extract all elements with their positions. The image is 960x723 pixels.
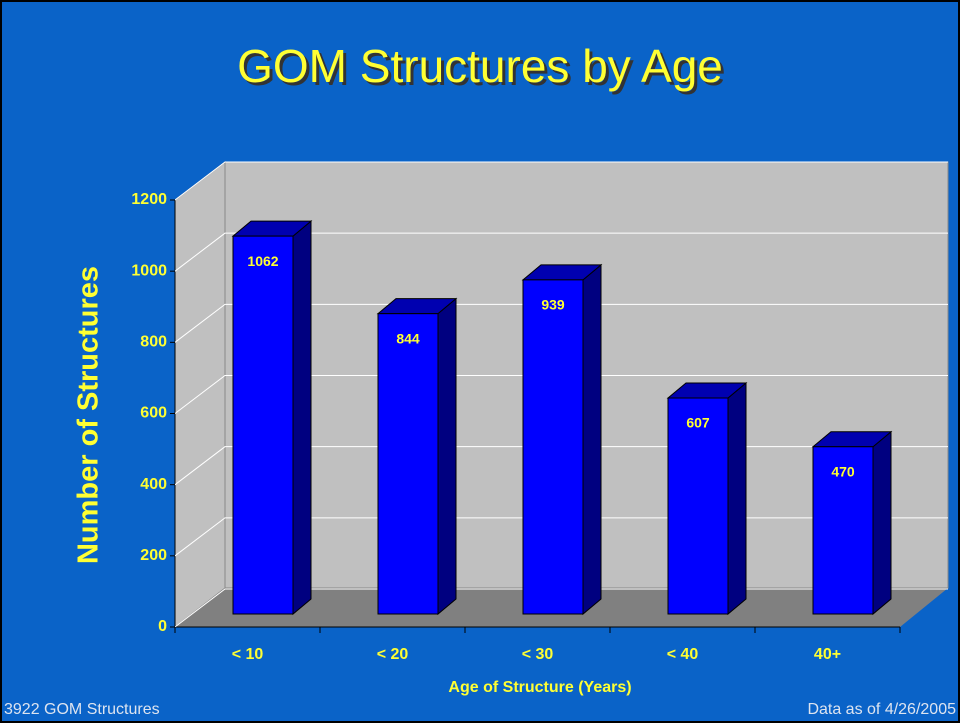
value-label: 1062 [247, 253, 278, 269]
y-tick-label: 200 [140, 547, 167, 564]
value-label: 607 [686, 415, 710, 431]
y-tick-label: 0 [158, 618, 167, 635]
x-tick-label: < 40 [667, 646, 699, 663]
chart-title: GOM Structures by Age [237, 40, 723, 92]
bar-side [292, 220, 312, 616]
bar [812, 446, 874, 615]
bar-side [872, 430, 892, 616]
footer-left: 3922 GOM Structures [4, 701, 160, 718]
x-tick-label: < 30 [522, 646, 554, 663]
bar-side [582, 263, 602, 616]
y-axis-label: Number of Structures [73, 266, 105, 564]
value-label: 939 [541, 297, 565, 313]
y-tick-label: 800 [140, 334, 167, 351]
value-label: 470 [831, 463, 855, 479]
bar [667, 397, 729, 615]
grid-line [174, 161, 948, 201]
grid-line [174, 303, 948, 343]
x-tick-label: < 10 [232, 646, 264, 663]
bar-side [727, 381, 747, 616]
x-tick-label: 40+ [814, 646, 841, 663]
title-shadow: GOM Structures by Age [240, 43, 726, 95]
y-tick-label: 600 [140, 405, 167, 422]
x-tick-label: < 20 [377, 646, 409, 663]
y-tick-label: 400 [140, 476, 167, 493]
bar-side [437, 297, 457, 616]
y-tick-label: 1000 [131, 262, 167, 279]
bar [522, 279, 584, 615]
footer-right: Data as of 4/26/2005 [807, 701, 956, 718]
grid-line [174, 375, 948, 414]
value-label: 844 [396, 330, 420, 346]
bar [232, 235, 294, 615]
x-axis-label: Age of Structure (Years) [448, 679, 631, 696]
grid-line [174, 232, 948, 272]
y-tick-label: 1200 [131, 191, 167, 208]
bar [377, 313, 439, 615]
